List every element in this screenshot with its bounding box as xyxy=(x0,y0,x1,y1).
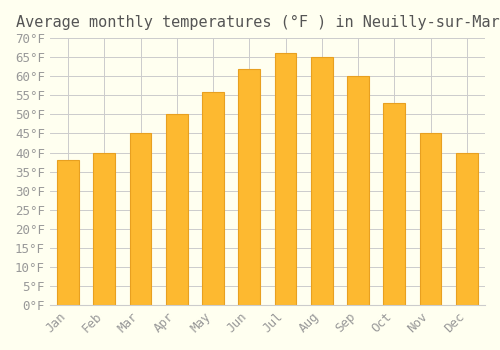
Bar xyxy=(347,76,369,305)
Bar xyxy=(130,133,152,305)
Bar xyxy=(456,153,477,305)
Bar xyxy=(420,133,442,305)
Bar xyxy=(311,57,332,305)
Bar xyxy=(274,54,296,305)
Bar xyxy=(166,114,188,305)
Bar xyxy=(94,153,115,305)
Bar xyxy=(384,103,405,305)
Bar xyxy=(238,69,260,305)
Title: Average monthly temperatures (°F ) in Neuilly-sur-Marne: Average monthly temperatures (°F ) in Ne… xyxy=(16,15,500,30)
Bar xyxy=(202,91,224,305)
Bar xyxy=(57,160,79,305)
